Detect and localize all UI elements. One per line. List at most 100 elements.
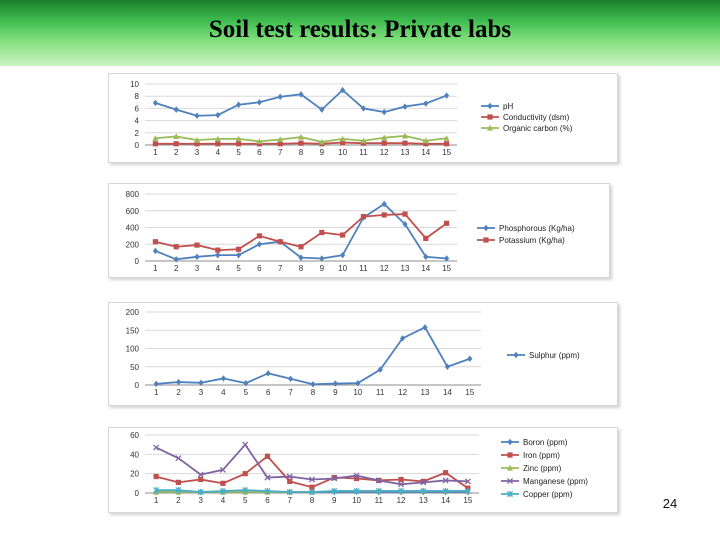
x-tick-label: 15 — [442, 148, 451, 157]
data-point — [152, 99, 158, 107]
y-tick-label: 2 — [135, 129, 140, 138]
legend-marker — [487, 102, 493, 110]
legend-marker — [507, 452, 513, 458]
legend-marker — [506, 490, 514, 498]
chart-panel-ph: 0 2 4 6 8 10 1 2 3 4 5 6 7 8 9 10 11 12 13 14 15 pH Conductivi… — [108, 73, 618, 163]
legend-label: Manganese (ppm) — [523, 477, 588, 486]
legend-item-ph: pH — [481, 102, 513, 111]
data-point — [402, 103, 408, 110]
x-tick-label: 4 — [221, 496, 226, 505]
data-point — [198, 379, 204, 387]
data-point — [319, 229, 325, 236]
data-point — [402, 132, 408, 139]
legend-label: Sulphur (ppm) — [529, 351, 580, 360]
y-tick-label: 8 — [135, 92, 140, 101]
data-point — [152, 247, 158, 255]
data-point — [194, 253, 200, 261]
x-tick-label: 4 — [216, 264, 221, 273]
data-point — [219, 487, 226, 495]
y-tick-label: 40 — [130, 450, 139, 459]
data-point — [194, 112, 200, 119]
data-point — [298, 254, 304, 261]
legend-label: Boron (ppm) — [523, 438, 568, 447]
data-point — [331, 475, 338, 482]
x-tick-label: 15 — [442, 264, 451, 273]
series-line — [156, 326, 471, 386]
data-point — [467, 355, 473, 362]
x-tick-label: 3 — [199, 388, 204, 397]
data-point — [197, 488, 204, 496]
y-tick-label: 10 — [130, 80, 139, 89]
data-point — [310, 381, 316, 388]
y-tick-label: 800 — [126, 190, 140, 199]
legend-item-zinc-ppm: Zinc (ppm) — [501, 464, 562, 473]
series-organic-carbon — [152, 132, 450, 145]
data-point — [219, 466, 226, 473]
x-tick-label: 2 — [176, 496, 181, 505]
y-tick-label: 200 — [126, 240, 140, 249]
x-tick-label: 7 — [278, 148, 283, 157]
data-point — [360, 137, 367, 144]
data-point — [402, 140, 408, 146]
data-point — [423, 141, 429, 147]
series-ph — [152, 86, 450, 119]
chart-panel-phosphorous: 0 200 400 600 800 1 2 3 4 5 6 7 8 9 10 11 12 13 14 15 Phosph… — [108, 183, 610, 278]
legend-item-organic-carbon: Organic carbon (%) — [481, 124, 573, 133]
y-tick-label: 0 — [135, 381, 140, 390]
x-tick-label: 8 — [311, 388, 316, 397]
x-tick-label: 14 — [421, 148, 430, 157]
data-point — [287, 478, 293, 484]
legend-item-iron-ppm: Iron (ppm) — [501, 451, 560, 460]
data-point — [444, 92, 450, 99]
legend-item-conductivity-dsm: Conductivity (dsm) — [481, 113, 570, 122]
gridlines — [145, 193, 457, 262]
y-tick-label: 0 — [135, 141, 140, 150]
data-point — [236, 141, 242, 147]
x-tick-label: 5 — [236, 264, 241, 273]
x-tick-label: 1 — [153, 148, 158, 157]
x-tick-label: 13 — [421, 388, 430, 397]
x-tick-label: 10 — [352, 496, 361, 505]
legend-marker — [506, 477, 514, 485]
legend-label: Zinc (ppm) — [523, 464, 562, 473]
y-tick-label: 0 — [135, 489, 140, 498]
data-point — [236, 246, 242, 252]
data-point — [194, 136, 200, 143]
x-tick-label: 1 — [153, 264, 158, 273]
series-phosphorous-kg-ha — [152, 200, 450, 263]
legend-marker — [507, 464, 513, 471]
data-point — [215, 111, 221, 119]
data-point — [236, 251, 242, 259]
data-point — [443, 135, 450, 141]
title-banner — [0, 0, 720, 66]
data-point — [398, 481, 405, 488]
x-tick-label: 7 — [288, 388, 293, 397]
x-tick-label: 9 — [320, 148, 325, 157]
data-point — [381, 212, 387, 218]
data-point — [355, 379, 361, 387]
data-point — [298, 133, 304, 140]
x-tick-label: 9 — [332, 496, 337, 505]
data-point — [464, 487, 471, 495]
x-tick-label: 1 — [154, 496, 159, 505]
data-point — [215, 247, 221, 253]
data-point — [242, 471, 248, 477]
data-point — [360, 214, 366, 220]
x-tick-label: 12 — [398, 388, 407, 397]
data-point — [236, 101, 242, 108]
x-tick-label: 4 — [221, 388, 226, 397]
data-point — [400, 335, 406, 342]
data-point — [377, 366, 383, 373]
slide-number: 24 — [662, 496, 678, 511]
data-point — [175, 487, 182, 494]
data-point — [298, 140, 304, 146]
data-point — [173, 106, 179, 113]
data-point — [442, 477, 449, 484]
data-point — [264, 487, 271, 495]
x-tick-label: 12 — [380, 148, 389, 157]
x-tick-label: 3 — [195, 148, 200, 157]
data-point — [381, 200, 387, 208]
legend-item-copper-ppm: Copper (ppm) — [501, 490, 573, 499]
data-point — [277, 141, 283, 147]
